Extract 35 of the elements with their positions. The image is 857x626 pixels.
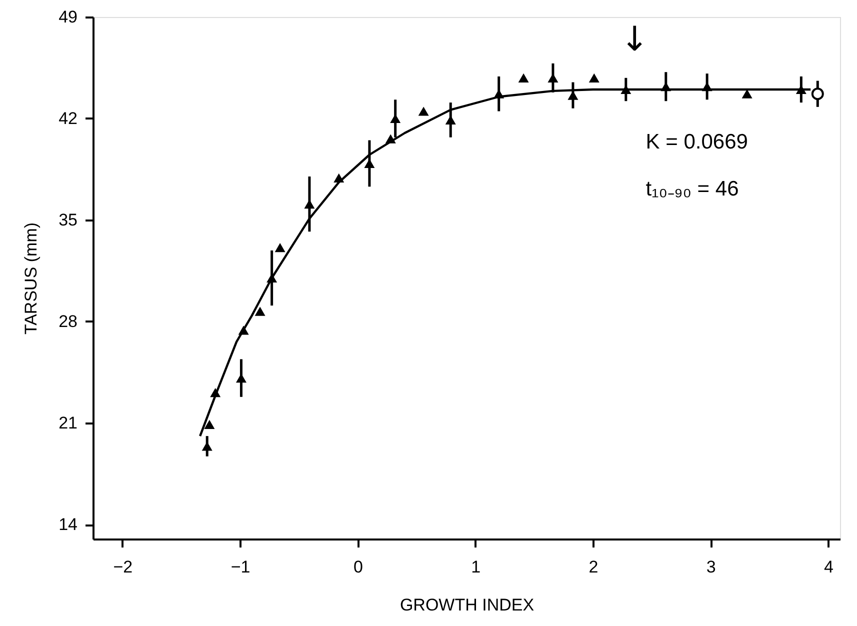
x-axis-title: GROWTH INDEX [400, 596, 534, 614]
point [702, 82, 712, 92]
point [254, 306, 266, 316]
x-tick-label: 4 [824, 558, 834, 576]
y-tick-label: 28 [58, 312, 78, 331]
y-tick-label: 14 [58, 515, 78, 534]
y-tick-label: 35 [58, 210, 78, 230]
annotation: K = 0.0669 [646, 130, 748, 154]
x-tick-label: −2 [113, 558, 133, 576]
point [588, 73, 600, 82]
x-tick-label: 3 [706, 558, 716, 576]
point [742, 89, 752, 98]
x-tick-label: 0 [353, 558, 363, 576]
y-axis-title: TARSUS (mm) [22, 222, 41, 335]
point [236, 374, 246, 383]
y-tick-label: 42 [58, 109, 78, 128]
x-tick-label: −1 [230, 558, 250, 576]
point [385, 134, 396, 144]
point [418, 106, 429, 116]
point [518, 73, 529, 82]
point [210, 388, 221, 398]
point [334, 173, 344, 182]
point [202, 442, 212, 451]
point [204, 420, 215, 429]
y-tick-label: 21 [58, 414, 78, 432]
point [238, 326, 249, 335]
annotation: t₁₀₋₉₀ = 46 [646, 177, 739, 200]
point [274, 243, 286, 252]
x-tick-label: 2 [588, 558, 598, 576]
point [304, 200, 315, 209]
point [811, 88, 824, 100]
x-tick-label: 1 [471, 558, 481, 576]
point [660, 82, 672, 92]
annotation: ↓ [620, 19, 649, 60]
y-tick-label: 49 [58, 8, 78, 26]
